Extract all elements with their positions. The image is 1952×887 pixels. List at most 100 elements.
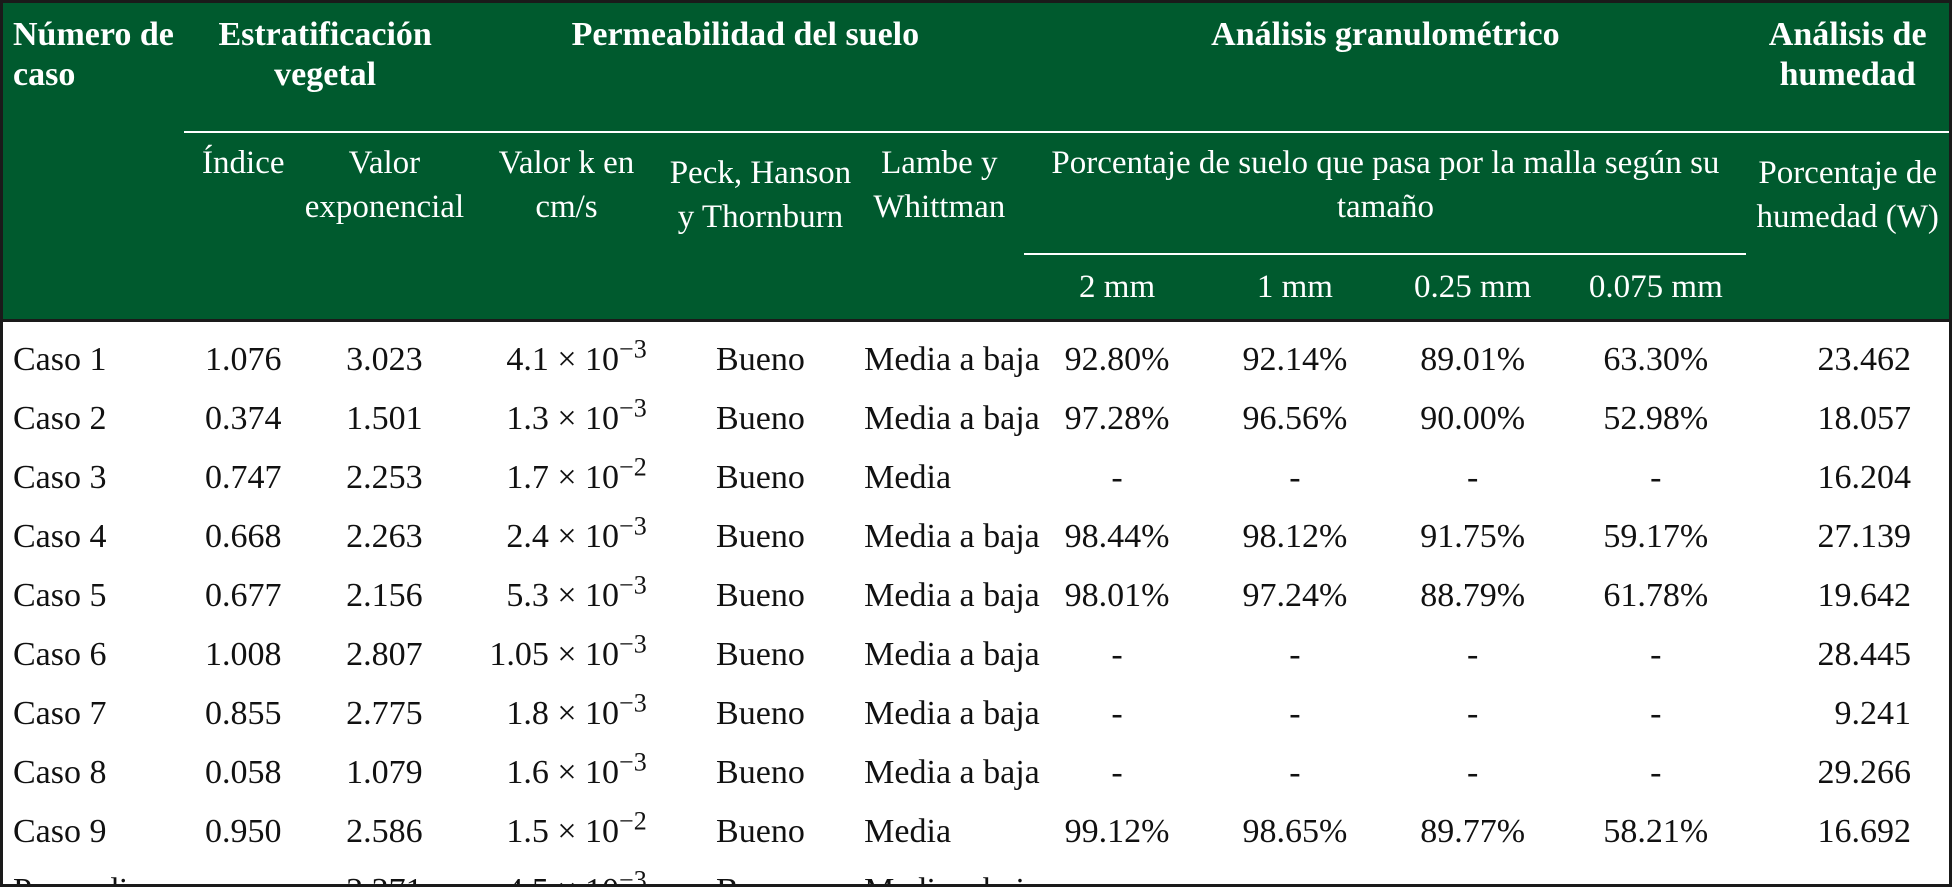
cell-sieve-2mm: -	[1111, 753, 1123, 791]
cell-sieve-0075mm: -	[1650, 694, 1662, 732]
cell-index: 0.374	[205, 399, 282, 437]
cell-peck: Bueno	[716, 458, 805, 496]
cell-sieve-1mm: -	[1289, 458, 1301, 496]
k-value-exponent: −3	[619, 570, 647, 600]
k-value-base: 1.7 × 10	[506, 458, 620, 496]
header-granulometric-analysis: Análisis granulométrico	[1024, 3, 1747, 133]
cell-exponential: 2.775	[346, 694, 423, 732]
table-row: Caso 9 0.950 2.586 1.5 × 10−2 Bueno Media 99.1…	[3, 802, 1949, 861]
cell-case: Caso 7	[13, 694, 107, 732]
cell-lambe: Media a baja	[854, 319, 1040, 389]
cell-index: 0.668	[205, 517, 282, 555]
cell-lambe: Media a baja	[864, 694, 1040, 732]
table-body: Caso 1 1.076 3.023 4.1 × 10−3 Bueno Media a b…	[3, 319, 1949, 887]
cell-k-value: 4.5 × 10−3	[466, 861, 666, 887]
cell-sieve-1mm: -	[1289, 635, 1301, 673]
header-sieve-0075mm: 0.075 mm	[1565, 254, 1747, 321]
cell-lambe: Media a baja	[864, 753, 1040, 791]
header-index: Índice	[184, 132, 303, 321]
table-row: Caso 6 1.008 2.807 1.05 × 10−3 Bueno Media a …	[3, 625, 1949, 684]
cell-sieve-0075mm: -	[1565, 861, 1746, 885]
cell-index: 0.747	[205, 458, 282, 496]
header-soil-permeability: Permeabilidad del suelo	[466, 3, 1025, 133]
cell-sieve-1mm: 96.56%	[1242, 399, 1348, 437]
cell-lambe: Media a baja	[864, 635, 1040, 673]
k-value-exponent: −3	[619, 865, 647, 887]
cell-peck: Bueno	[667, 861, 854, 885]
k-value-exponent: −3	[619, 629, 647, 659]
cell-k-value: 4.1 × 10−3	[466, 319, 667, 389]
header-exponential-value: Valor exponencial	[302, 132, 467, 321]
cell-peck: Bueno	[716, 399, 805, 437]
cell-lambe: Media a baja	[864, 399, 1040, 437]
cell-sieve-0075mm: 59.17%	[1603, 517, 1709, 555]
cell-sieve-025mm: 91.75%	[1420, 517, 1526, 555]
cell-lambe: Media	[864, 812, 952, 850]
k-value-base: 1.8 × 10	[506, 694, 620, 732]
cell-sieve-0075mm: -	[1650, 635, 1662, 673]
header-vegetal-stratification: Estratificación vegetal	[184, 3, 467, 133]
cell-sieve-1mm: -	[1289, 753, 1301, 791]
cell-lambe: Media	[864, 458, 952, 496]
cell-sieve-1mm: 98.65%	[1242, 812, 1348, 850]
cell-case: Caso 9	[13, 812, 107, 850]
cell-sieve-2mm: 98.01%	[1064, 576, 1170, 614]
table-row: Caso 2 0.374 1.501 1.3 × 10−3 Bueno Media a b…	[3, 389, 1949, 448]
cell-sieve-025mm: 88.79%	[1420, 576, 1526, 614]
cell-sieve-025mm: -	[1466, 694, 1479, 732]
cell-sieve-2mm: -	[1111, 635, 1123, 673]
k-value-base: 4.5 × 10	[506, 872, 619, 885]
cell-index: 1.076	[184, 319, 303, 389]
k-value-exponent: −3	[619, 334, 647, 364]
cell-peck: Bueno	[716, 576, 805, 614]
cell-k-value: 1.7 × 10−2	[466, 448, 666, 507]
table-row: Caso 8 0.058 1.079 1.6 × 10−3 Bueno Media a b…	[3, 743, 1949, 802]
cell-case: Caso 6	[13, 635, 107, 673]
cell-sieve-0075mm: 63.30%	[1565, 319, 1747, 389]
cell-peck: Bueno	[716, 517, 805, 555]
k-value-exponent: −3	[619, 393, 647, 423]
header-k-value: Valor k en cm/s	[466, 132, 667, 321]
k-value-exponent: −2	[619, 806, 647, 836]
cell-k-value: 1.8 × 10−3	[466, 684, 666, 743]
header-sieve-025mm: 0.25 mm	[1379, 254, 1566, 321]
cell-peck: Bueno	[666, 319, 855, 389]
cell-index: 0.677	[205, 576, 282, 614]
cell-sieve-1mm: 98.12%	[1242, 517, 1348, 555]
cell-humidity: 18.057	[1817, 399, 1912, 437]
table-row: Caso 1 1.076 3.023 4.1 × 10−3 Bueno Media a b…	[3, 319, 1949, 389]
cell-index: 0.058	[205, 753, 282, 791]
cell-sieve-025mm: -	[1466, 753, 1479, 791]
k-value-base: 4.1 × 10	[506, 340, 620, 378]
cell-sieve-2mm: -	[1111, 694, 1123, 732]
cell-exponential: 2.807	[346, 635, 423, 673]
k-value-base: 2.4 × 10	[506, 517, 620, 555]
cell-sieve-2mm: 98.44%	[1064, 517, 1170, 555]
cell-case: Caso 3	[13, 458, 107, 496]
cell-humidity: 29.266	[1817, 753, 1912, 791]
header-humidity-percentage: Porcentaje de humedad (W)	[1746, 132, 1949, 321]
header-humidity-analysis: Análisis de humedad	[1746, 3, 1949, 133]
cell-peck: Bueno	[716, 694, 805, 732]
cell-case: Promedio	[3, 861, 184, 885]
cell-sieve-0075mm: -	[1650, 458, 1662, 496]
cell-sieve-2mm: 97.28%	[1064, 399, 1170, 437]
table-row: Caso 3 0.747 2.253 1.7 × 10−2 Bueno Media - - - -…	[3, 448, 1949, 507]
cell-humidity: 27.139	[1817, 517, 1912, 555]
table-header: Número de caso Estratificación vegetal P…	[3, 3, 1949, 321]
cell-sieve-2mm: 92.80%	[1024, 319, 1210, 389]
cell-exponential: 2.156	[346, 576, 423, 614]
cell-sieve-0075mm: 58.21%	[1603, 812, 1709, 850]
cell-sieve-025mm: -	[1466, 635, 1479, 673]
k-value-base: 1.3 × 10	[506, 399, 620, 437]
k-value-exponent: −3	[619, 688, 647, 718]
cell-sieve-025mm: 89.01%	[1379, 319, 1566, 389]
cell-sieve-1mm: 97.24%	[1242, 576, 1348, 614]
cell-humidity: -	[1746, 861, 1949, 885]
header-sieve-percentage: Porcentaje de suelo que pasa por la mall…	[1024, 132, 1747, 255]
cell-exponential: 1.501	[346, 399, 423, 437]
cell-index: ---	[184, 861, 303, 885]
k-value-base: 1.6 × 10	[506, 753, 620, 791]
